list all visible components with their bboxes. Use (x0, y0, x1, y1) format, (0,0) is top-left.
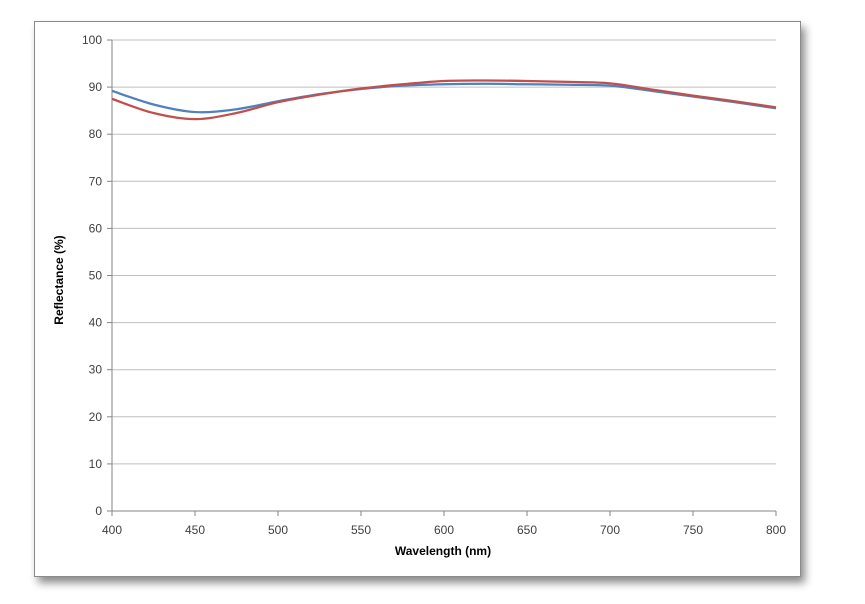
x-tick-labels: 400 450 500 550 600 650 700 750 800 (102, 523, 786, 537)
y-tick-label: 100 (82, 33, 102, 47)
x-axis-title: Wavelength (nm) (395, 544, 491, 558)
y-tick-label: 0 (95, 504, 102, 518)
x-tick-label: 800 (766, 523, 786, 537)
y-tick-label: 40 (89, 316, 103, 330)
x-tick-label: 600 (434, 523, 454, 537)
y-tick-label: 20 (89, 410, 103, 424)
y-tick-labels: 0 10 20 30 40 50 60 70 80 90 100 (82, 33, 102, 518)
y-tick-label: 90 (89, 80, 103, 94)
x-tick-label: 750 (683, 523, 703, 537)
series-lines (111, 79, 777, 121)
axis-lines (107, 39, 777, 516)
x-tick-label: 650 (517, 523, 537, 537)
y-tick-label: 10 (89, 457, 103, 471)
x-tick-label: 700 (600, 523, 620, 537)
x-tick-label: 400 (102, 523, 122, 537)
series-line-1 (111, 82, 777, 114)
reflectance-chart: 0 10 20 30 40 50 60 70 80 90 100 400 450 500 550 600 65… (52, 33, 786, 558)
y-tick-label: 30 (89, 363, 103, 377)
y-tick-label: 50 (89, 269, 103, 283)
y-tick-label: 80 (89, 127, 103, 141)
x-tick-label: 450 (185, 523, 205, 537)
x-tick-label: 500 (268, 523, 288, 537)
y-tick-label: 60 (89, 221, 103, 235)
chart-frame: 0 10 20 30 40 50 60 70 80 90 100 400 450 500 550 600 65… (34, 21, 801, 577)
y-axis-title: Reflectance (%) (52, 235, 66, 324)
y-tick-label: 70 (89, 174, 103, 188)
gridlines (112, 39, 776, 465)
x-tick-label: 550 (351, 523, 371, 537)
series-line-2 (111, 79, 777, 121)
